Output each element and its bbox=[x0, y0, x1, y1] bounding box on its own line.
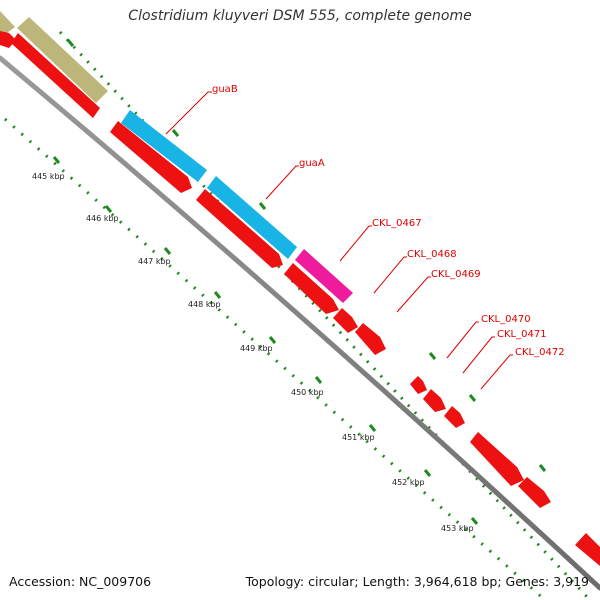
upstream-feature-block bbox=[17, 17, 108, 103]
scale-label: 453 kbp bbox=[441, 524, 474, 533]
gene-labels: guaB guaA CKL_0467 CKL_0468 CKL_0469 CKL… bbox=[212, 84, 565, 358]
upstream-feature-block bbox=[0, 11, 15, 38]
guaB-cds-arrow bbox=[110, 121, 192, 193]
CKL_0467-cds-arrow bbox=[284, 263, 339, 314]
cds-arrow bbox=[11, 33, 100, 118]
gene-label-CKL_0469: CKL_0469 bbox=[431, 269, 481, 280]
gene-callout-lines bbox=[165, 91, 513, 390]
scale-label: 446 kbp bbox=[86, 214, 119, 223]
cds-arrow bbox=[518, 477, 551, 508]
scale-label: 448 kbp bbox=[188, 300, 221, 309]
scale-label: 447 kbp bbox=[138, 257, 171, 266]
scale-label: 449 kbp bbox=[240, 344, 273, 353]
CKL_0470-cds-arrow bbox=[410, 376, 427, 394]
guaB-feature-block bbox=[121, 110, 207, 182]
tick-marks bbox=[4, 30, 592, 600]
scale-label: 445 kbp bbox=[32, 172, 65, 181]
gene-label-CKL_0472: CKL_0472 bbox=[515, 347, 565, 358]
guaA-cds-arrow bbox=[196, 189, 283, 268]
gene-label-CKL_0468: CKL_0468 bbox=[407, 249, 457, 260]
major-ticks bbox=[52, 39, 547, 525]
gene-label-CKL_0467: CKL_0467 bbox=[372, 218, 422, 229]
guaA-feature-block bbox=[207, 176, 297, 259]
gene-label-CKL_0471: CKL_0471 bbox=[497, 329, 547, 340]
CKL_0472-cds-arrow bbox=[444, 406, 465, 428]
scale-labels: 445 kbp 446 kbp 447 kbp 448 kbp 449 kbp … bbox=[32, 172, 474, 533]
gene-label-CKL_0470: CKL_0470 bbox=[481, 314, 531, 325]
scale-label: 452 kbp bbox=[392, 478, 425, 487]
scale-label: 451 kbp bbox=[342, 433, 375, 442]
cds-arrow bbox=[575, 533, 600, 566]
page-title: Clostridium kluyveri DSM 555, complete g… bbox=[128, 8, 472, 24]
CKL_0468-cds-arrow bbox=[333, 308, 358, 333]
accession-text: Accession: NC_009706 bbox=[9, 574, 152, 589]
CKL_0467-feature-block bbox=[295, 249, 353, 303]
gene-label-guaA: guaA bbox=[299, 158, 325, 169]
backbone bbox=[0, 55, 600, 591]
features bbox=[0, 11, 600, 566]
CKL_0469-cds-arrow bbox=[355, 323, 386, 355]
genome-summary-text: Topology: circular; Length: 3,964,618 bp… bbox=[245, 574, 589, 589]
gene-label-guaB: guaB bbox=[212, 84, 238, 95]
cds-arrow bbox=[470, 432, 524, 486]
scale-label: 450 kbp bbox=[291, 388, 324, 397]
CKL_0471-cds-arrow bbox=[423, 389, 446, 412]
